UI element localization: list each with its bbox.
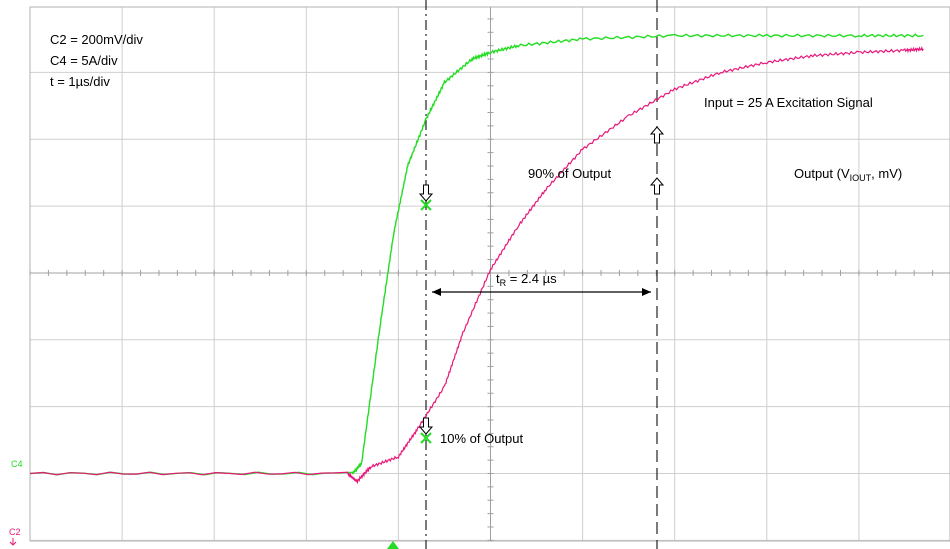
trace-c2-output	[29, 45, 924, 485]
cross-marker-icon	[420, 432, 432, 444]
graticule	[29, 6, 950, 542]
cursor-lines	[425, 0, 658, 549]
trace-c4-input	[29, 33, 924, 476]
cross-marker-icon	[420, 199, 432, 211]
measurement-marks	[418, 126, 665, 444]
setting-c4-scale: C4 = 5A/div	[50, 53, 118, 68]
arrow-down-icon	[418, 417, 434, 435]
output-annotation: Output (VIOUT, mV)	[794, 166, 902, 183]
c2-offset-arrow-icon	[9, 538, 17, 546]
traces	[29, 33, 924, 485]
c2-channel-marker: C2	[9, 527, 21, 537]
trigger-position-icon	[387, 541, 399, 549]
arrow-up-icon	[649, 126, 665, 144]
arrow-right-icon	[642, 288, 651, 296]
arrow-left-icon	[432, 288, 441, 296]
ninety-percent-label: 90% of Output	[528, 166, 611, 181]
setting-time-scale: t = 1µs/div	[50, 74, 110, 89]
input-annotation: Input = 25 A Excitation Signal	[704, 95, 873, 110]
c4-channel-marker: C4	[11, 459, 23, 469]
ten-percent-label: 10% of Output	[440, 431, 523, 446]
rise-time-label: tR = 2.4 µs	[496, 271, 557, 288]
arrow-up-icon	[649, 177, 665, 195]
arrow-down-icon	[418, 184, 434, 202]
setting-c2-scale: C2 = 200mV/div	[50, 32, 143, 47]
